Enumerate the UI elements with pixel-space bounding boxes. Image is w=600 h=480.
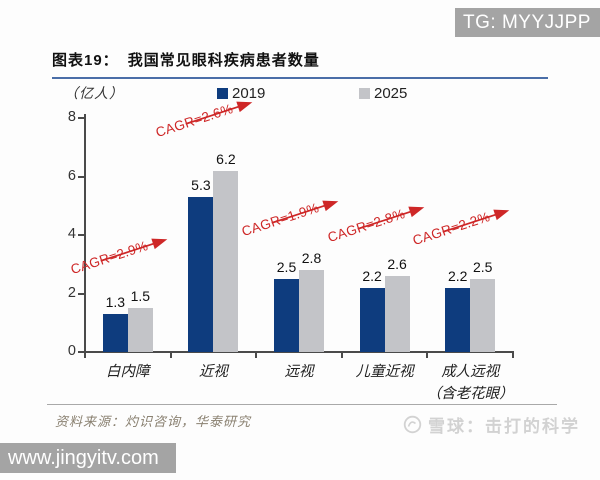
value-label-2025-group1: 6.2 — [216, 150, 236, 167]
footer-divider — [47, 404, 557, 405]
y-axis-tick — [78, 117, 85, 119]
bar-2019-group2 — [274, 278, 299, 352]
x-tick-label-1: 近视 — [198, 364, 228, 380]
bar-2019-group1 — [188, 196, 214, 352]
y-axis-unit-label: （亿人） — [64, 87, 124, 102]
x-tick-label-3: 儿童近视 — [355, 364, 414, 380]
bar-2025-group3 — [384, 275, 410, 352]
bar-2025-group2 — [299, 270, 324, 352]
x-tick-label-0: 白内障 — [106, 364, 150, 380]
cagr-label-4: CAGR=2.2% — [410, 208, 493, 249]
legend-label-2025: 2025 — [374, 85, 408, 102]
cagr-arrow-icon — [357, 206, 424, 230]
cagr-label-2: CAGR=1.9% — [239, 200, 321, 240]
legend-item-2025: 2025 — [359, 85, 407, 102]
y-tick-label: 6 — [67, 167, 76, 184]
cagr-arrow-icon — [442, 209, 510, 233]
telegram-watermark-badge: TG: MYYJJPP — [455, 8, 600, 37]
x-axis-tick — [169, 352, 172, 358]
cagr-label-3: CAGR=2.8% — [325, 205, 407, 246]
y-axis-tick — [78, 351, 85, 353]
y-tick-label: 0 — [67, 343, 76, 359]
site-watermark-badge: www.jingyitv.com — [0, 443, 176, 473]
y-axis-tick — [78, 234, 85, 236]
y-tick-label: 2 — [67, 284, 76, 301]
value-label-2025-group4: 2.5 — [472, 258, 493, 275]
value-label-2025-group2: 2.8 — [301, 250, 322, 267]
x-axis-line — [84, 351, 514, 353]
x-axis-tick — [340, 352, 343, 358]
bar-2019-group4 — [445, 287, 471, 352]
value-label-2025-group0: 1.5 — [130, 288, 151, 305]
x-axis-tick — [426, 352, 429, 358]
cagr-label-0: CAGR=2.9% — [68, 238, 150, 278]
legend-label-2019: 2019 — [232, 85, 266, 102]
figure-number-label: 图表19： — [52, 52, 119, 69]
xueqiu-logo-icon — [403, 415, 422, 434]
x-axis-tick — [255, 352, 258, 358]
legend-swatch-2025 — [359, 88, 370, 99]
bar-2019-group0 — [102, 313, 128, 352]
value-label-2019-group0: 1.3 — [105, 293, 126, 310]
xueqiu-watermark: 雪球：击打的科学 — [403, 412, 580, 437]
source-note: 资料来源：灼识咨询，华泰研究 — [55, 414, 252, 429]
value-label-2019-group2: 2.5 — [276, 258, 297, 275]
cagr-arrow-icon — [271, 200, 339, 224]
cagr-annotation-4: CAGR=2.2% — [410, 197, 529, 249]
y-axis-tick — [78, 175, 85, 178]
cagr-annotation-3: CAGR=2.8% — [325, 194, 443, 246]
y-axis-tick — [78, 292, 85, 295]
cagr-arrow-icon — [100, 238, 168, 262]
legend-item-2019: 2019 — [217, 85, 265, 102]
cagr-label-1: CAGR=2.6% — [154, 100, 236, 140]
value-label-2019-group1: 5.3 — [191, 176, 211, 193]
figure-title-text: 我国常见眼科疾病患者数量 — [127, 52, 320, 69]
cagr-annotation-0: CAGR=2.9% — [68, 226, 187, 278]
value-label-2019-group3: 2.2 — [362, 267, 382, 284]
value-label-2025-group3: 2.6 — [387, 255, 407, 272]
y-tick-label: 4 — [67, 226, 76, 242]
cagr-annotation-1: CAGR=2.6% — [154, 88, 272, 140]
bar-2025-group0 — [127, 308, 153, 352]
legend-swatch-2019 — [217, 88, 228, 99]
xueqiu-watermark-text: 雪球：击打的科学 — [428, 417, 580, 436]
x-tick-label-2: 远视 — [284, 364, 314, 380]
x-tick-label-4: 成人远视 （含老花眼） — [426, 364, 514, 402]
x-axis-tick — [84, 352, 86, 358]
bar-2025-group1 — [213, 170, 239, 352]
chart-title: 图表19： 我国常见眼科疾病患者数量 — [52, 49, 548, 79]
cagr-annotation-2: CAGR=1.9% — [239, 188, 358, 240]
bar-2025-group4 — [470, 278, 496, 352]
x-axis-tick — [512, 352, 514, 358]
bar-2019-group3 — [359, 287, 385, 352]
cagr-arrow-icon — [185, 101, 253, 125]
y-axis-line — [84, 114, 86, 353]
value-label-2019-group4: 2.2 — [447, 267, 468, 284]
y-tick-label: 8 — [67, 109, 76, 125]
